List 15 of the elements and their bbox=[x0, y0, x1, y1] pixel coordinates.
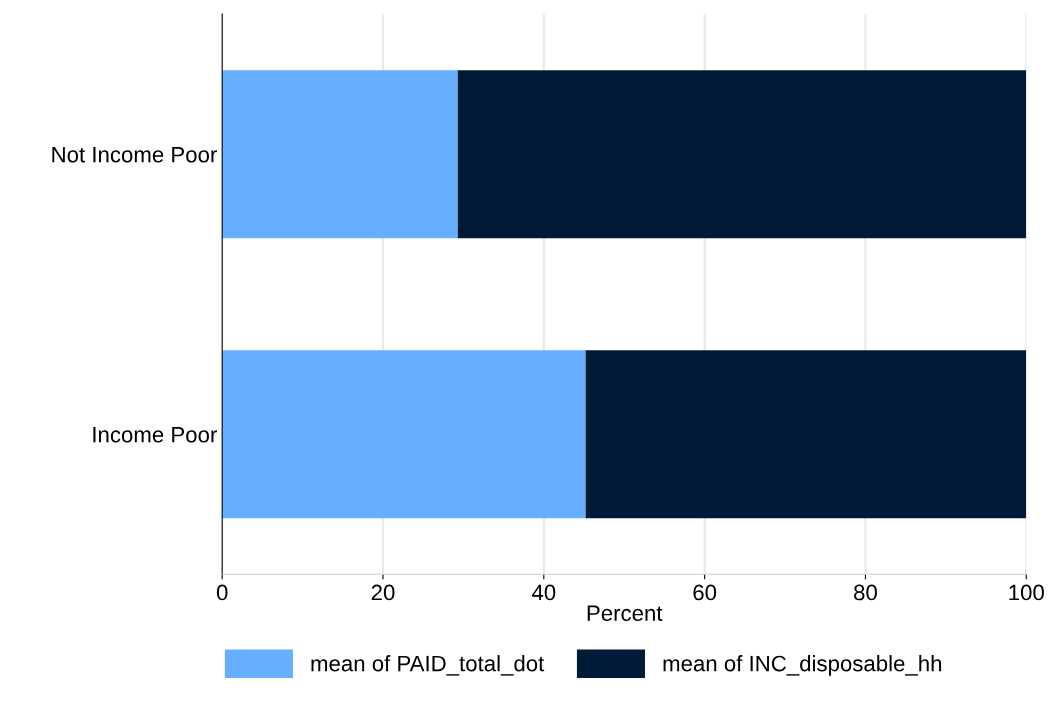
x-tick-label: 20 bbox=[371, 584, 395, 601]
x-tick-label: 60 bbox=[693, 584, 717, 601]
legend-label: mean of PAID_total_dot bbox=[311, 655, 545, 676]
bar bbox=[222, 70, 458, 239]
bar bbox=[222, 350, 586, 519]
x-tick-label: 100 bbox=[1009, 584, 1044, 601]
y-tick-label: Income Poor bbox=[93, 427, 217, 443]
y-tick-label: Not Income Poor bbox=[52, 146, 217, 163]
x-tick-label: 0 bbox=[216, 584, 228, 601]
bar bbox=[585, 350, 1027, 519]
x-tick-label: 80 bbox=[854, 584, 877, 601]
x-axis-title: Percent bbox=[587, 605, 663, 622]
bar bbox=[457, 70, 1027, 239]
x-tick-label: 40 bbox=[531, 584, 556, 601]
legend-label: mean of INC_disposable_hh bbox=[663, 655, 942, 676]
